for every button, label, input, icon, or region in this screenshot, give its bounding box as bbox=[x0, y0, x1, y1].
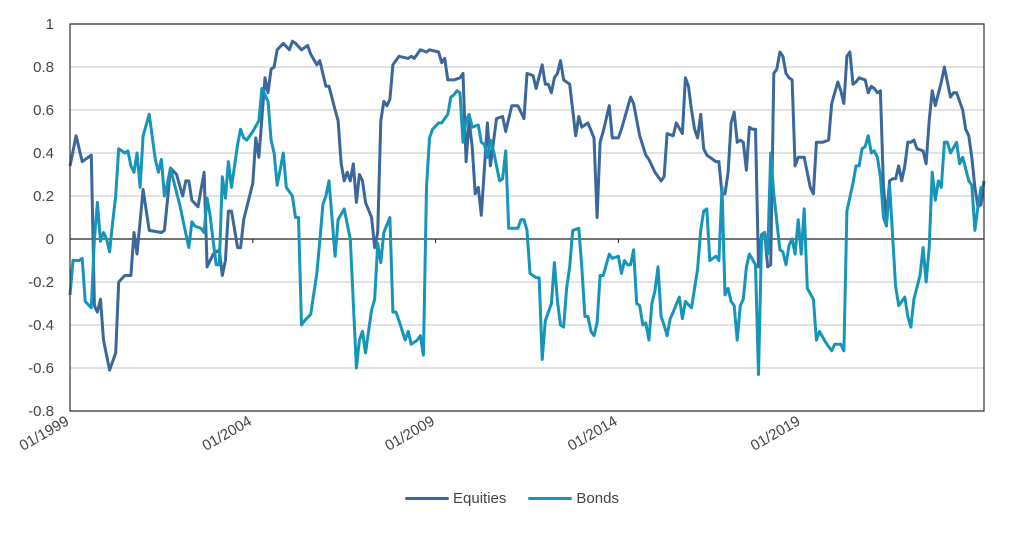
legend-item-equities: Equities bbox=[405, 490, 506, 507]
legend-swatch-equities bbox=[405, 497, 450, 500]
y-tick-label: 0 bbox=[46, 231, 54, 248]
series-lines bbox=[68, 39, 986, 376]
x-tick-label: 01/2009 bbox=[382, 413, 437, 455]
y-tick-label: -0.4 bbox=[28, 317, 54, 334]
legend-label-equities: Equities bbox=[453, 490, 507, 507]
y-tick-label: 0.8 bbox=[33, 59, 54, 76]
series-line-equities bbox=[68, 39, 986, 372]
legend-swatch-bonds bbox=[528, 497, 573, 500]
legend-item-bonds: Bonds bbox=[528, 490, 619, 507]
x-axis: 01/1999 01/2004 01/2009 01/2014 01/2019 bbox=[17, 239, 803, 455]
x-tick-label: 01/2004 bbox=[199, 413, 254, 455]
y-tick-label: 0.4 bbox=[33, 145, 54, 162]
y-tick-label: 1 bbox=[46, 16, 54, 33]
legend-label-bonds: Bonds bbox=[576, 490, 619, 507]
y-tick-label: -0.2 bbox=[28, 274, 54, 291]
x-tick-label: 01/2014 bbox=[565, 413, 620, 455]
y-axis: 1 0.8 0.6 0.4 0.2 0 -0.2 -0.4 -0.6 -0.8 bbox=[28, 16, 54, 420]
y-tick-label: 0.6 bbox=[33, 102, 54, 119]
series-line-bonds bbox=[68, 87, 984, 376]
y-tick-label: -0.6 bbox=[28, 360, 54, 377]
y-tick-label: 0.2 bbox=[33, 188, 54, 205]
y-tick-label: -0.8 bbox=[28, 403, 54, 420]
x-tick-label: 01/2019 bbox=[748, 413, 803, 455]
legend: Equities Bonds bbox=[0, 490, 1024, 507]
plot-frame bbox=[69, 23, 985, 412]
